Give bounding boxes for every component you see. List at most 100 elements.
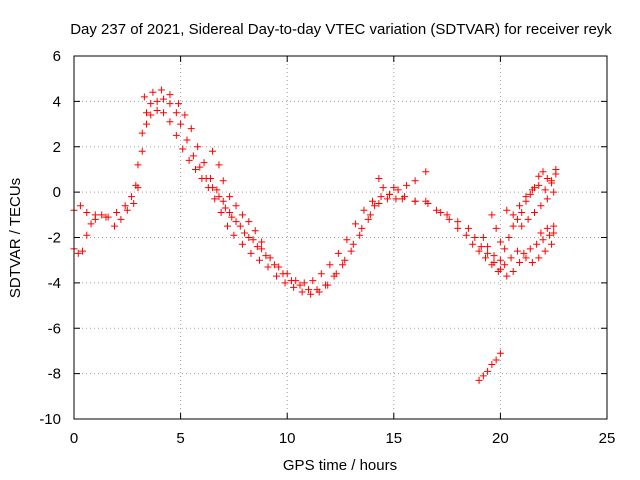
data-point [247,249,255,257]
data-point [172,131,180,139]
data-point [334,249,342,257]
data-points [70,86,560,384]
data-point [528,258,536,266]
data-point [275,263,283,271]
data-point [496,265,504,273]
data-point [236,222,244,230]
data-point [377,193,385,201]
data-point [475,247,483,255]
data-point [492,224,500,232]
data-point [309,277,317,285]
data-point [258,245,266,253]
data-point [509,211,517,219]
data-point [364,215,372,223]
data-point [292,277,300,285]
chart-title: Day 237 of 2021, Sidereal Day-to-day VTE… [70,21,612,38]
data-point [492,356,500,364]
x-axis-label: GPS time / hours [283,457,397,474]
data-point [509,268,517,276]
data-point [481,254,489,262]
data-point [206,175,214,183]
data-point [356,231,364,239]
y-tick-label: -2 [48,230,61,247]
data-point [518,222,526,230]
data-point [217,209,225,217]
data-point [160,109,168,117]
data-point [454,218,462,226]
data-point [535,181,543,189]
data-point [142,120,150,128]
data-point [160,95,168,103]
x-tick-label: 0 [70,430,78,447]
data-point [204,184,212,192]
data-point [134,184,142,192]
data-point [157,86,165,94]
data-point [324,281,332,289]
y-tick-label: 6 [53,48,61,65]
data-point [550,222,558,230]
data-point [548,240,556,248]
data-point [211,195,219,203]
data-point [121,202,129,210]
data-point [140,93,148,101]
x-tick-label: 5 [176,430,184,447]
data-point [104,213,112,221]
data-point [149,88,157,96]
data-point [241,229,249,237]
data-point [134,161,142,169]
data-point [518,209,526,217]
data-point [283,270,291,278]
x-tick-labels: 0 5 10 15 20 25 [70,430,616,447]
data-point [454,224,462,232]
data-point [87,220,95,228]
data-point [539,168,547,176]
data-point [550,229,558,237]
data-point [187,125,195,133]
data-point [522,254,530,262]
y-tick-label: 0 [53,184,61,201]
data-point [232,218,240,226]
data-point [541,186,549,194]
data-point [147,100,155,108]
data-point [113,209,121,217]
data-point [172,109,180,117]
data-point [228,213,236,221]
data-point [505,234,513,241]
data-point [501,245,509,253]
data-point [471,234,479,241]
data-point [251,227,259,235]
data-point [496,238,504,246]
data-point [198,175,206,183]
data-point [219,197,227,205]
data-point [422,168,430,176]
data-point [200,159,208,167]
data-point [360,206,368,214]
data-point [526,190,534,198]
data-point [400,193,408,201]
data-point [196,163,204,171]
data-point [375,175,383,183]
data-point [315,288,323,296]
data-point [445,215,453,223]
data-point [91,215,99,223]
data-point [166,91,174,99]
data-point [437,209,445,217]
x-tick-label: 20 [492,430,509,447]
data-point [390,184,398,192]
data-point [215,193,223,201]
data-point [496,256,504,264]
data-point [507,254,515,262]
data-point [224,222,232,230]
data-point [371,202,379,210]
y-tick-label: -6 [48,320,61,337]
data-point [226,209,234,217]
data-point [245,218,253,226]
data-point [166,118,174,126]
y-axis-label: SDTVAR / TECUs [7,178,24,298]
data-point [343,236,351,244]
data-point [238,211,246,219]
plot-frame [73,55,608,420]
data-point [526,245,534,253]
data-point [189,152,197,160]
data-point [475,376,483,384]
